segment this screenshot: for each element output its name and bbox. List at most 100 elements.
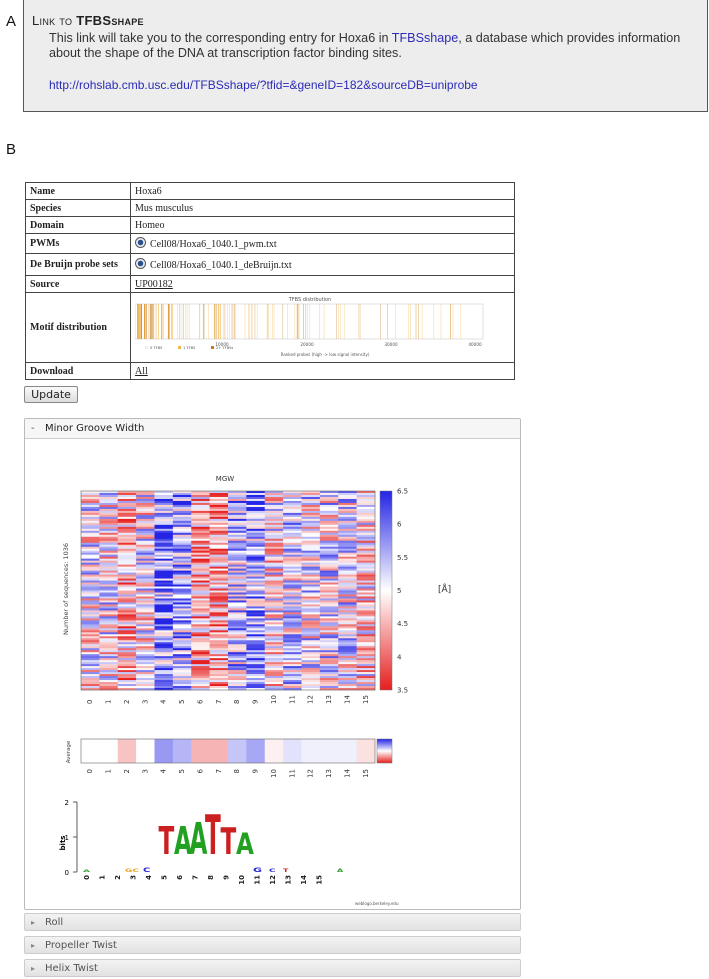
colorbar-tick-label: 6 <box>397 521 402 529</box>
heatmap-cell <box>264 626 284 629</box>
heatmap-cell <box>154 606 174 609</box>
heatmap-cell <box>301 616 321 619</box>
heatmap-cell <box>154 538 174 542</box>
heatmap-cell <box>246 548 266 551</box>
download-all-link[interactable]: All <box>135 365 148 377</box>
heatmap-cell <box>209 610 229 613</box>
heatmap-cell <box>191 494 210 498</box>
tfbs-stripe <box>216 304 217 339</box>
heatmap-cell <box>81 642 100 645</box>
average-x-tick-label: 6 <box>196 768 204 773</box>
heatmap-cell <box>283 578 302 581</box>
heatmap-cell <box>264 660 284 663</box>
section-helix-twist[interactable]: ▸ Helix Twist <box>24 959 521 977</box>
heatmap-cell <box>209 534 229 538</box>
heatmap-cell <box>81 596 100 599</box>
heatmap-cell <box>301 688 321 691</box>
heatmap-cell <box>154 676 174 679</box>
heatmap-cell <box>319 540 339 544</box>
heatmap-cell <box>136 626 155 629</box>
debruijn-key: De Bruijn probe sets <box>25 253 131 276</box>
heatmap-cell <box>338 630 357 633</box>
heatmap-cell <box>338 606 357 609</box>
tfbs-stripe <box>319 304 320 339</box>
heatmap-cell <box>172 554 192 557</box>
heatmap-cell <box>319 586 339 589</box>
heatmap-cell <box>172 664 192 667</box>
heatmap-cell <box>136 640 155 643</box>
heatmap-cell <box>228 530 247 534</box>
heatmap-cell <box>264 582 284 585</box>
heatmap-cell <box>209 680 229 683</box>
heatmap-cell <box>264 654 284 657</box>
domain-value: Homeo <box>130 216 515 234</box>
heatmap-cell <box>136 524 155 528</box>
heatmap-cell <box>117 530 137 534</box>
heatmap-cell <box>191 666 210 669</box>
heatmap-cell <box>209 626 229 629</box>
heatmap-cell <box>283 570 302 573</box>
heatmap-cell <box>301 582 321 585</box>
heatmap-cell <box>264 640 284 643</box>
heatmap-cell <box>356 546 376 550</box>
section-propeller-twist[interactable]: ▸ Propeller Twist <box>24 936 521 954</box>
heatmap-cell <box>356 580 376 583</box>
heatmap-cell <box>319 640 339 643</box>
table-row: De Bruijn probe sets Cell08/Hoxa6_1040.1_… <box>25 253 515 276</box>
heatmap-cell <box>209 688 229 691</box>
heatmap-cell <box>136 676 155 679</box>
heatmap-cell <box>301 632 321 635</box>
heatmap-cell <box>301 598 321 601</box>
heatmap-cell <box>338 662 357 665</box>
heatmap-cell <box>228 604 247 607</box>
minor-groove-width-header[interactable]: - Minor Groove Width <box>25 419 520 439</box>
heatmap-cell <box>99 604 119 607</box>
heatmap-cell <box>283 608 302 611</box>
tfbs-stripe <box>272 304 273 339</box>
heatmap-cell <box>209 546 229 550</box>
heatmap-cell <box>172 598 192 601</box>
heatmap-cell <box>228 622 247 625</box>
heatmap-cell <box>319 610 339 613</box>
tfbs-stripe <box>287 304 288 339</box>
update-button[interactable]: Update <box>24 386 78 403</box>
heatmap-cell <box>81 622 100 625</box>
heatmap-cell <box>264 672 284 675</box>
logo-minor-letter: T <box>283 869 289 873</box>
heatmap-cell <box>191 538 210 542</box>
heatmap-cell <box>228 552 247 555</box>
heatmap-cell <box>301 594 321 597</box>
heatmap-cell <box>191 568 210 571</box>
heatmap-cell <box>319 494 339 498</box>
debruijn-radio-button[interactable] <box>135 258 146 269</box>
heatmap-cell <box>81 648 100 651</box>
heatmap-cell <box>172 572 192 575</box>
heatmap-cell <box>172 584 192 587</box>
heatmap-cell <box>209 670 229 673</box>
heatmap-cell <box>264 574 284 577</box>
heatmap-cell <box>81 518 100 522</box>
pwm-radio-button[interactable] <box>135 237 146 248</box>
heatmap-cell <box>172 491 192 494</box>
heatmap-cell <box>319 678 339 681</box>
heatmap-cell <box>191 584 210 587</box>
heatmap-cell <box>356 654 376 657</box>
heatmap-cell <box>209 646 229 649</box>
section-roll[interactable]: ▸ Roll <box>24 913 521 931</box>
tfbs-stripe <box>254 304 256 339</box>
link-box-title: Link to TFBSshape <box>32 13 144 28</box>
heatmap-cell <box>172 684 192 687</box>
tfbsshape-url-link[interactable]: http://rohslab.cmb.usc.edu/TFBSshape/?tf… <box>49 78 478 92</box>
heatmap-cell <box>81 514 100 518</box>
source-link[interactable]: UP00182 <box>135 278 173 290</box>
heatmap-cell <box>283 678 302 681</box>
heatmap-cell <box>264 638 284 641</box>
heatmap-cell <box>191 684 210 687</box>
heatmap-cell <box>301 506 321 510</box>
heatmap-cell <box>172 640 192 643</box>
heatmap-cell <box>99 678 119 681</box>
tfbsshape-inline-link[interactable]: TFBSshape <box>391 31 459 45</box>
heatmap-cell <box>338 524 357 528</box>
heatmap-cell <box>264 568 284 571</box>
heatmap-cell <box>356 632 376 635</box>
